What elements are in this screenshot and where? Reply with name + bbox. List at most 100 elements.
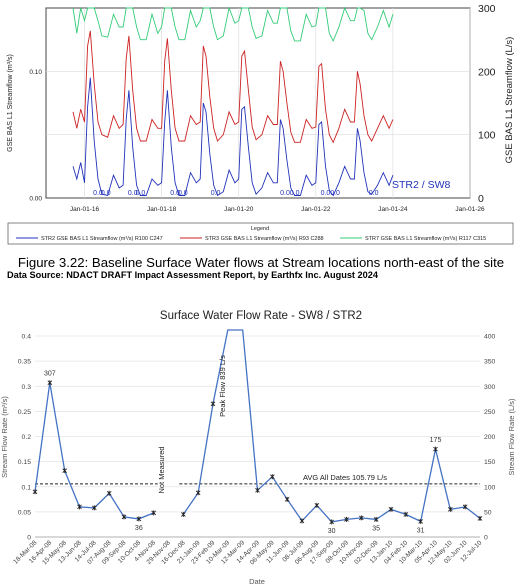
top-x-tick-1: Jan-01-18 xyxy=(147,206,177,213)
bot-y2-tick-4: 200 xyxy=(484,434,496,441)
bot-data-label-4: 31 xyxy=(417,527,425,534)
bot-y2-tick-0: 0 xyxy=(484,535,488,542)
top-y2-ticks: 0 100 200 300 xyxy=(478,3,496,205)
top-zero-label-1: 0.0 xyxy=(101,190,111,197)
bottom-y-ticks: 0 0.05 0.1 0.15 0.2 0.25 0.3 0.35 0.4 xyxy=(18,334,31,542)
top-y-tick-0: 0.00 xyxy=(29,196,42,203)
bot-y2-tick-8: 400 xyxy=(484,334,496,341)
bottom-data-labels: 307 36 30 35 31 175 xyxy=(44,371,441,535)
bot-point-6 xyxy=(121,514,127,520)
bot-y2-tick-2: 100 xyxy=(484,484,496,491)
top-zero-label-7: 0.0 xyxy=(280,190,290,197)
top-legend: Legend STR2 GSE BAS L1 Streamflow (m³/s)… xyxy=(7,222,514,245)
top-y-ticks: 0.00 0.10 xyxy=(29,69,42,203)
legend-label-str2: STR2 GSE BAS L1 Streamflow (m³/s) R100 C… xyxy=(41,236,163,242)
bottom-average-line: AVG All Dates 105.79 L/s xyxy=(35,473,480,485)
bot-point-16 xyxy=(270,474,275,480)
top-legend-box xyxy=(7,222,514,245)
bot-point-22 xyxy=(359,515,364,521)
bot-point-0 xyxy=(32,489,38,495)
bot-point-3 xyxy=(77,504,82,510)
top-x-tick-2: Jan-01-20 xyxy=(224,206,254,213)
bottom-gridlines xyxy=(35,335,480,513)
bot-point-18 xyxy=(299,518,305,524)
bot-y-tick-1: 0.05 xyxy=(18,509,31,516)
bot-point-20 xyxy=(329,519,334,525)
bot-point-25 xyxy=(403,511,409,517)
bot-point-7 xyxy=(136,516,142,522)
legend-label-str3: STR3 GSE BAS L1 Streamflow (m³/s) R93 C2… xyxy=(205,236,324,242)
bottom-x-axis-label: Date xyxy=(249,577,265,586)
top-zero-label-11: 0.0 xyxy=(369,190,379,197)
bottom-y2-axis-label: Stream Flow Rate (L/s) xyxy=(507,398,516,476)
bot-point-15 xyxy=(255,487,260,493)
bot-point-30 xyxy=(477,515,483,521)
top-zero-label-5: 0.0 xyxy=(178,190,188,197)
top-chart: 0.00.0 0.00.0 0.00.0 0.0 0.0 0.0 0.0 0.0 0.0 0.0… xyxy=(7,3,515,245)
bottom-chart: Surface Water Flow Rate - SW8 / STR2 AVG… xyxy=(0,310,516,586)
bottom-series-line xyxy=(34,329,481,523)
bot-point-26 xyxy=(418,518,423,524)
top-series-line-1 xyxy=(72,30,394,144)
top-annotation-str2-sw8: STR2 / SW8 xyxy=(392,179,451,191)
bot-y-tick-4: 0.2 xyxy=(22,434,32,441)
bot-series-segment-0 xyxy=(34,382,154,520)
bot-data-label-3: 35 xyxy=(372,525,380,532)
bot-point-29 xyxy=(462,504,468,510)
top-y2-tick-1: 100 xyxy=(478,130,496,142)
top-y2-tick-0: 0 xyxy=(478,193,484,205)
bottom-annotation-peak-flow: Peak Flow 839 L/s xyxy=(218,355,227,417)
bot-point-21 xyxy=(344,516,349,522)
top-y2-tick-2: 200 xyxy=(478,66,496,78)
bot-point-1 xyxy=(47,380,53,386)
bot-point-12 xyxy=(210,401,216,407)
bot-point-10 xyxy=(181,511,186,517)
bottom-y-axis-label: Stream Flow Rate (m³/s) xyxy=(0,396,9,478)
top-zero-label-8: 0.0 xyxy=(290,190,300,197)
top-y2-tick-3: 300 xyxy=(478,3,496,15)
top-zero-label-3: 0.0 xyxy=(136,190,146,197)
bot-point-24 xyxy=(388,506,394,512)
bot-data-label-2: 30 xyxy=(328,528,336,535)
top-zero-label-2: 0.0 xyxy=(128,190,138,197)
bot-point-28 xyxy=(448,506,453,512)
bottom-y2-ticks: 0 50 100 150 200 250 300 350 400 xyxy=(484,334,496,542)
top-plot-area xyxy=(45,7,471,199)
top-legend-title: Legend xyxy=(251,226,269,232)
bot-y2-tick-3: 150 xyxy=(484,459,496,466)
top-y-axis-label: GSE BAS L1 Streamflow (m³/s) xyxy=(7,54,14,152)
bot-data-label-1: 36 xyxy=(135,525,143,532)
bot-point-11 xyxy=(195,490,201,496)
top-zero-label-6: 0.0 xyxy=(211,190,221,197)
bot-point-17 xyxy=(284,496,290,502)
top-series-lines xyxy=(72,6,394,197)
top-x-tick-3: Jan-01-22 xyxy=(301,206,331,213)
bot-y2-tick-6: 300 xyxy=(484,384,496,391)
bot-point-23 xyxy=(373,516,379,522)
bottom-annotation-not-measured: Not Measured xyxy=(157,446,166,493)
bot-y-tick-8: 0.4 xyxy=(22,334,32,341)
bot-y-tick-6: 0.3 xyxy=(22,384,32,391)
data-source: Data Source: NDACT DRAFT Impact Assessme… xyxy=(7,270,378,280)
bot-y-tick-0: 0 xyxy=(27,535,31,542)
bot-data-label-0: 307 xyxy=(44,371,56,378)
bot-avg-label: AVG All Dates 105.79 L/s xyxy=(303,473,387,482)
top-zero-label-0: 0.0 xyxy=(93,190,103,197)
bot-point-2 xyxy=(62,468,67,474)
bot-point-19 xyxy=(314,502,320,508)
bot-y2-tick-1: 50 xyxy=(484,509,492,516)
bot-series-segment-1 xyxy=(182,329,481,523)
bot-y-tick-5: 0.25 xyxy=(18,409,31,416)
figure-caption: Figure 3.22: Baseline Surface Water flow… xyxy=(17,255,505,270)
top-x-ticks: Jan-01-16 Jan-01-18 Jan-01-20 Jan-01-22 Jan-… xyxy=(70,206,485,213)
top-zero-label-4: 0.0 xyxy=(170,190,180,197)
bot-point-27 xyxy=(433,446,438,452)
top-zero-labels: 0.00.0 0.00.0 0.00.0 0.0 0.0 0.0 0.0 0.0 0.0 xyxy=(93,190,378,197)
top-x-tick-5: Jan-01-26 xyxy=(455,206,485,213)
top-series-line-0 xyxy=(72,77,394,197)
legend-label-str7: STR7 GSE BAS L1 Streamflow (m³/s) R117 C… xyxy=(365,236,486,242)
bottom-x-ticks: 18-Mar-0816-Apr-0815-May-0813-Jun-0814-J… xyxy=(12,539,483,566)
top-y2-axis-label: GSE BAS L1 Streamflow (L/s) xyxy=(504,37,515,164)
top-y-tick-1: 0.10 xyxy=(29,69,42,76)
